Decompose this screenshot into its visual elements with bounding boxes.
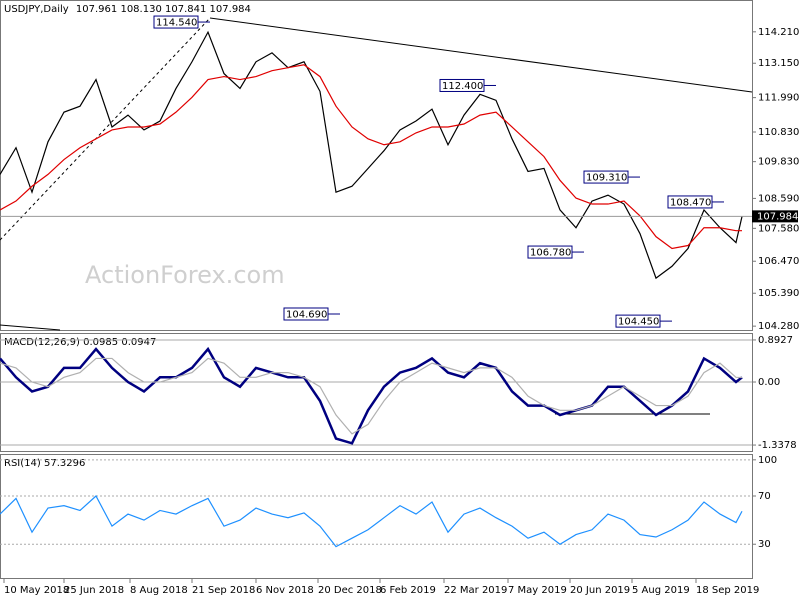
y-tick-label: 107.580 [758, 223, 799, 234]
y-tick-label: 113.150 [758, 58, 799, 69]
annotation-box [527, 245, 573, 259]
trend-line [0, 324, 61, 331]
annotation-box [153, 15, 199, 29]
x-tick-label: 8 Aug 2018 [130, 585, 188, 596]
series-line [0, 357, 743, 435]
header: USDJPY,Daily 107.961 108.130 107.841 107… [4, 4, 251, 15]
annotation-box [667, 195, 713, 209]
y-tick-label: 114.210 [758, 27, 799, 38]
price-panel [0, 0, 753, 331]
x-tick-label: 7 May 2019 [508, 585, 567, 596]
open: 107.961 [76, 4, 117, 15]
y-tick-label: 110.830 [758, 127, 799, 138]
x-tick-label: 20 Dec 2018 [318, 585, 382, 596]
macd-name: MACD(12,26,9) [4, 337, 80, 348]
watermark: ActionForex.com [85, 261, 285, 289]
x-tick-label: 20 Jun 2019 [570, 585, 630, 596]
y-tick-label: 108.590 [758, 193, 799, 204]
y-tick-label: 70 [758, 491, 771, 502]
y-tick-label: 105.390 [758, 288, 799, 299]
series-line [0, 30, 743, 280]
annotation-label: 104.450 [618, 317, 659, 328]
low: 107.841 [165, 4, 206, 15]
rsi-panel [0, 454, 753, 579]
x-tick-label: 21 Sep 2018 [192, 585, 255, 596]
macd-value: 0.0985 [83, 337, 118, 348]
macd-panel [0, 333, 753, 452]
rsi-value: 57.3296 [44, 458, 85, 469]
x-tick-label: 5 Aug 2019 [632, 585, 690, 596]
high: 108.130 [120, 4, 161, 15]
trend-line [0, 17, 211, 241]
x-tick-label: 6 Nov 2018 [256, 585, 314, 596]
y-tick-label: 104.280 [758, 321, 799, 332]
close: 107.984 [210, 4, 251, 15]
annotation-box [615, 314, 661, 328]
rsi-title: RSI(14) 57.3296 [4, 458, 85, 469]
x-tick-label: 22 Mar 2019 [444, 585, 507, 596]
annotation-label: 114.540 [156, 18, 197, 29]
signal-value: 0.0947 [121, 337, 156, 348]
annotation-box [439, 78, 485, 92]
series-line [0, 346, 743, 445]
y-tick-label: 30 [758, 539, 771, 550]
annotation-label: 104.690 [286, 309, 327, 320]
annotation-label: 108.470 [670, 197, 711, 208]
series-line [0, 495, 743, 548]
trend-line [209, 17, 753, 93]
x-tick-label: 25 Jun 2018 [64, 585, 124, 596]
annotation-label: 106.780 [530, 248, 571, 259]
y-tick-label: 0.00 [758, 377, 780, 388]
last-price-label: 107.984 [757, 211, 798, 222]
symbol: USDJPY,Daily [4, 4, 69, 15]
annotation-box [283, 307, 329, 321]
annotation-box [583, 170, 629, 184]
y-tick-label: 100 [758, 455, 777, 466]
x-tick-label: 10 May 2018 [4, 585, 69, 596]
rsi-name: RSI(14) [4, 458, 41, 469]
annotation-label: 109.310 [586, 173, 627, 184]
annotation-label: 112.400 [442, 81, 483, 92]
y-tick-label: 0.8927 [758, 335, 793, 346]
macd-title: MACD(12,26,9) 0.0985 0.0947 [4, 337, 156, 348]
x-tick-label: 18 Sep 2019 [696, 585, 759, 596]
y-tick-label: 109.830 [758, 157, 799, 168]
x-tick-label: 6 Feb 2019 [380, 585, 436, 596]
y-tick-label: -1.3378 [758, 440, 797, 451]
series-line [0, 64, 742, 250]
last-price-box [752, 210, 798, 223]
y-tick-label: 111.990 [758, 93, 799, 104]
y-tick-label: 106.470 [758, 256, 799, 267]
